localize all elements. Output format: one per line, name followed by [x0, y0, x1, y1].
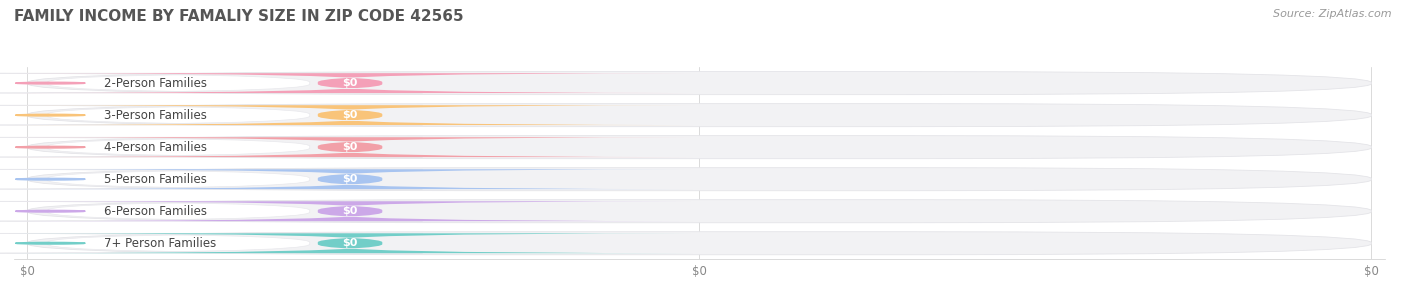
Text: $0: $0: [343, 110, 357, 120]
Text: $0: $0: [343, 238, 357, 248]
Circle shape: [15, 82, 86, 84]
Circle shape: [15, 178, 86, 180]
FancyBboxPatch shape: [28, 136, 1371, 159]
Text: $0: $0: [343, 206, 357, 216]
FancyBboxPatch shape: [28, 168, 1371, 191]
Circle shape: [15, 210, 86, 212]
FancyBboxPatch shape: [7, 105, 693, 125]
FancyBboxPatch shape: [28, 232, 1371, 255]
Text: 4-Person Families: 4-Person Families: [104, 141, 207, 154]
FancyBboxPatch shape: [28, 72, 1371, 95]
FancyBboxPatch shape: [0, 73, 423, 93]
FancyBboxPatch shape: [28, 200, 1371, 223]
Text: $0: $0: [343, 142, 357, 152]
Circle shape: [15, 146, 86, 148]
Text: 5-Person Families: 5-Person Families: [104, 173, 207, 186]
Text: 2-Person Families: 2-Person Families: [104, 77, 207, 90]
FancyBboxPatch shape: [28, 104, 1371, 127]
Text: FAMILY INCOME BY FAMALIY SIZE IN ZIP CODE 42565: FAMILY INCOME BY FAMALIY SIZE IN ZIP COD…: [14, 9, 464, 24]
Circle shape: [15, 114, 86, 116]
FancyBboxPatch shape: [7, 73, 693, 93]
Text: 3-Person Families: 3-Person Families: [104, 109, 207, 122]
FancyBboxPatch shape: [0, 169, 423, 189]
FancyBboxPatch shape: [0, 105, 423, 125]
Text: $0: $0: [343, 174, 357, 184]
FancyBboxPatch shape: [0, 137, 423, 157]
Circle shape: [15, 242, 86, 244]
FancyBboxPatch shape: [7, 233, 693, 253]
FancyBboxPatch shape: [0, 201, 423, 221]
FancyBboxPatch shape: [7, 201, 693, 221]
Text: 7+ Person Families: 7+ Person Families: [104, 237, 215, 250]
Text: $0: $0: [343, 78, 357, 88]
Text: 6-Person Families: 6-Person Families: [104, 205, 207, 218]
FancyBboxPatch shape: [7, 169, 693, 189]
Text: Source: ZipAtlas.com: Source: ZipAtlas.com: [1274, 9, 1392, 19]
FancyBboxPatch shape: [7, 137, 693, 157]
FancyBboxPatch shape: [0, 233, 423, 253]
